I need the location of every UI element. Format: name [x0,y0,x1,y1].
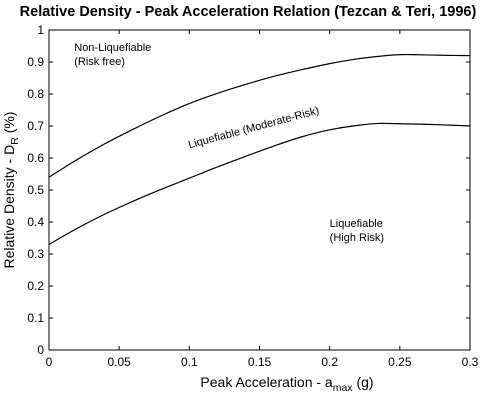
y-tick-label: 0.5 [27,183,44,197]
x-tick-label: 0.2 [321,355,338,369]
region-annotation: Non-Liquefiable (Risk free) [74,42,151,68]
y-tick-label: 0.8 [27,87,44,101]
upper-boundary-curve [48,53,471,178]
y-tick-label: 0.1 [27,311,44,325]
y-tick-label: 1 [37,23,44,37]
annotation-line: (High Risk) [330,232,384,244]
y-axis-label-tail: (%) [1,112,17,138]
y-tick-label: 0.4 [27,215,44,229]
annotation-line: Liquefiable [330,218,383,230]
y-tick-label: 0.6 [27,151,44,165]
x-tick-label: 0.15 [248,355,272,369]
y-tick-label: 0 [37,343,44,357]
y-tick-label: 0.2 [27,279,44,293]
chart-title: Relative Density - Peak Acceleration Rel… [20,4,477,20]
plot-frame [48,29,471,351]
lower-boundary-curve [48,122,471,245]
series-group [48,53,471,245]
y-axis-label: Relative Density - DR (%) [1,112,21,269]
annotation-line: Non-Liquefiable [74,42,151,54]
x-axis-label: Peak Acceleration - amax (g) [200,374,373,394]
region-annotation: Liquefiable (High Risk) [330,218,384,244]
x-tick-label: 0.3 [462,355,479,369]
y-tick-label: 0.3 [27,247,44,261]
x-tick-label: 0.1 [181,355,198,369]
x-tick-label: 0 [46,355,53,369]
y-tick-label: 0.9 [27,55,44,69]
y-axis-label-main: Relative Density - D [1,145,17,269]
y-axis-label-sub: R [9,137,21,145]
x-axis-label-sub: max [333,382,354,394]
annotation-line: (Risk free) [74,56,125,68]
x-axis-label-main: Peak Acceleration - a [200,374,333,390]
x-tick-label: 0.25 [388,355,412,369]
y-tick-label: 0.7 [27,119,44,133]
tick-group: 0 0.05 0.1 0.15 0.2 0.25 0.3 0 0.1 0.2 0.3 0.4 0.5 0.… [27,23,478,369]
x-axis-label-tail: (g) [353,374,374,390]
x-tick-label: 0.05 [107,355,131,369]
